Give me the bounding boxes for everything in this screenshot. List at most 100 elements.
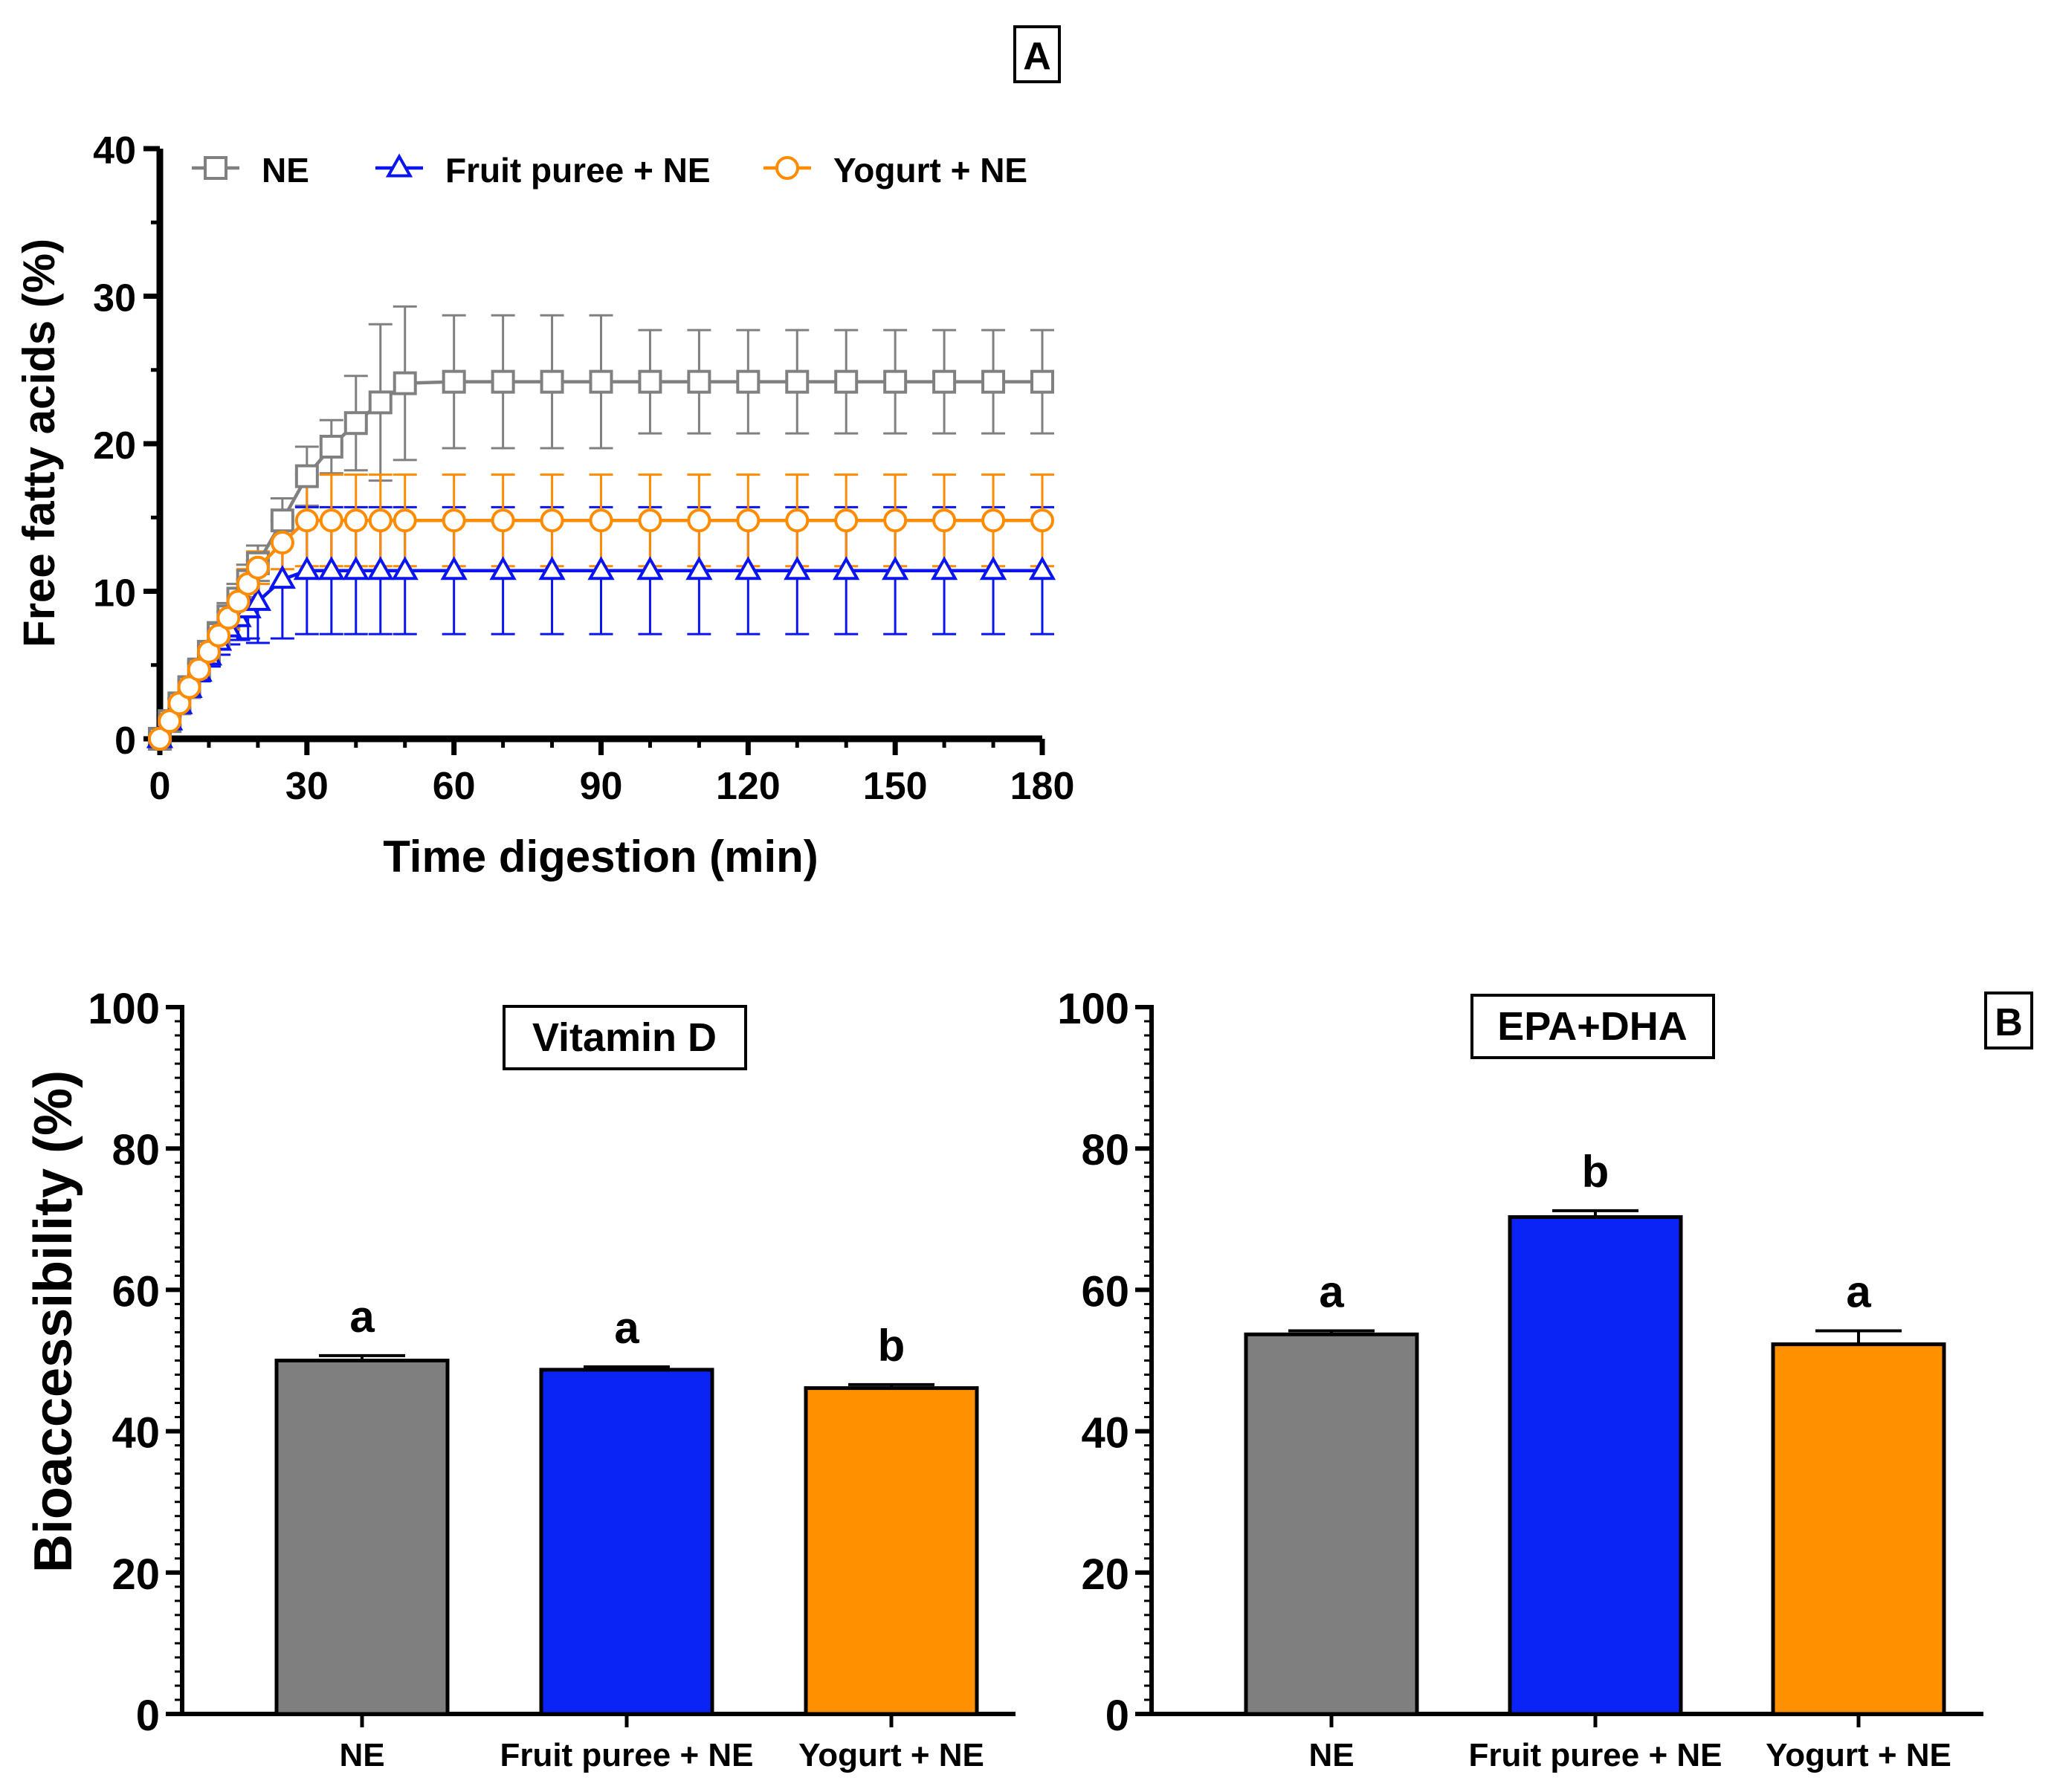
y-tick-label: 80 [112,1126,160,1174]
data-point [834,369,859,394]
data-point [268,565,296,589]
y-tick-label: 100 [88,985,160,1033]
chart-epa-dha-title-box [1470,994,1715,1059]
data-point [736,369,761,394]
chart-epa-dha-title: EPA+DHA [1497,1004,1688,1049]
x-tick-label: 90 [580,765,623,808]
legend-label: NE [262,151,309,190]
chart-vitamin-d: 0 20 40 60 80 100 a NE a Fruit puree + NE b Yogurt … [24,985,1016,1773]
chart-a-legend[interactable]: NE Fruit puree + NE Yogurt + NE [192,151,1027,190]
bar [804,1386,979,1716]
significance-letter: a [1846,1267,1871,1317]
y-tick-label: 0 [136,1692,160,1740]
data-point [177,675,201,699]
series-yogurt-ne [148,508,1054,751]
data-point [270,530,294,554]
x-tick-label: 180 [1010,765,1075,808]
data-point [834,508,859,533]
legend-label: Fruit puree + NE [445,151,711,190]
data-point [187,657,211,682]
data-point [244,586,272,611]
chart-vitamin-d-title: Vitamin D [532,1015,717,1060]
legend-item: Yogurt + NE [763,151,1027,190]
data-point [440,556,468,580]
data-point [1028,556,1056,580]
data-point [442,508,466,533]
x-tick-label: 150 [863,765,928,808]
data-point [883,508,908,533]
data-point [319,508,343,533]
data-point [589,369,613,394]
data-point [785,508,810,533]
significance-letter: b [1582,1147,1609,1197]
data-point [932,508,957,533]
data-point [979,556,1007,580]
bar [1508,1214,1683,1716]
chart-a-x-label: Time digestion (min) [383,832,818,882]
legend-label: Yogurt + NE [833,151,1027,190]
x-tick-label: 60 [433,765,476,808]
y-tick-label: 0 [1105,1692,1129,1740]
data-point [270,508,294,533]
data-point [294,464,319,488]
y-tick-label: 80 [1081,1126,1129,1174]
bar [1244,1332,1419,1716]
y-tick-label: 20 [93,424,136,468]
y-tick-label: 60 [112,1267,160,1316]
y-tick-label: 0 [114,719,136,763]
chart-epa-dha: 0 20 40 60 80 100 a NE b Fruit puree + NE a Yogurt … [1057,985,1983,1773]
significance-letter: a [614,1303,639,1353]
x-tick-label: Yogurt + NE [798,1737,984,1773]
data-point [391,556,419,580]
legend-item: Fruit puree + NE [375,151,711,190]
x-tick-label: 0 [149,765,171,808]
data-point [226,589,251,614]
data-point [636,556,664,580]
significance-letter: a [1319,1267,1344,1317]
data-point [319,434,343,459]
data-point [981,369,1006,394]
data-point [589,508,613,533]
y-tick-label: 20 [112,1550,160,1599]
data-point [158,709,182,734]
data-point [368,390,393,415]
bar [1771,1342,1946,1716]
data-point [538,556,566,580]
data-point [343,508,368,533]
data-point [294,508,319,533]
data-point [784,556,811,580]
data-point [207,624,231,648]
data-point [785,369,810,394]
data-point [367,556,394,580]
data-point [587,556,615,580]
chart-a-series [146,305,1056,751]
y-tick-label: 40 [93,129,136,172]
x-tick-label: Yogurt + NE [1766,1737,1951,1773]
x-tick-label: NE [339,1737,384,1773]
data-point [981,508,1006,533]
data-point [734,556,762,580]
data-point [317,556,345,580]
data-point [148,727,172,751]
x-tick-label: Fruit puree + NE [1468,1737,1722,1773]
panel-label-b-text: B [1995,1001,2023,1044]
data-point [393,371,417,395]
data-point [1030,369,1054,394]
data-point [687,508,711,533]
x-tick-label: 30 [285,765,329,808]
data-point [882,556,909,580]
y-tick-label: 60 [1081,1267,1129,1316]
data-point [342,556,369,580]
data-point [930,556,958,580]
data-point [393,508,417,533]
bar [539,1368,714,1716]
significance-letter: a [349,1292,375,1342]
legend-marker [204,156,227,180]
significance-letter: b [878,1321,905,1371]
data-point [491,369,515,394]
data-point [491,508,515,533]
data-point [687,369,711,394]
y-tick-label: 10 [93,572,136,615]
legend-item: NE [192,151,309,190]
